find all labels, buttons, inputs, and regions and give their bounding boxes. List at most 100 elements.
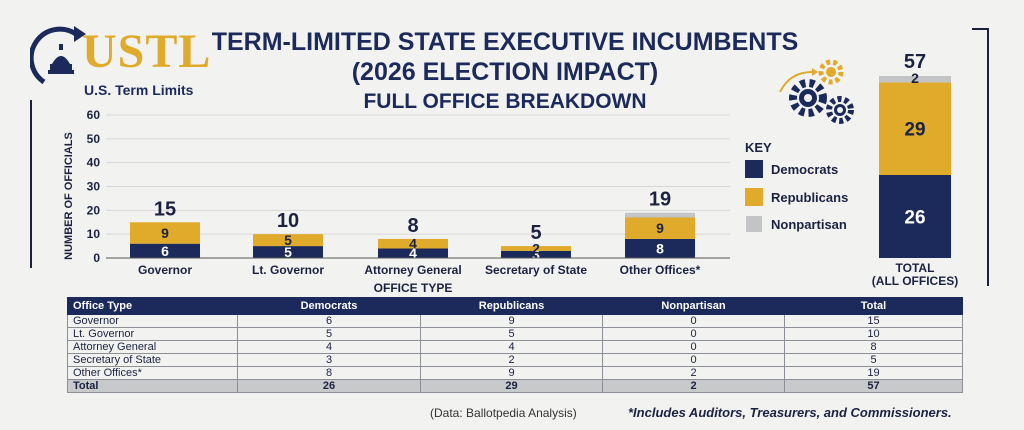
table-cell: 3 <box>237 353 421 367</box>
source-note: (Data: Ballotpedia Analysis) <box>430 406 577 420</box>
table-cell: 29 <box>420 379 603 393</box>
table-cell: Attorney General <box>67 340 238 354</box>
bar-segment-republicans <box>130 222 200 244</box>
total-bar-category-label: TOTAL <box>896 261 935 275</box>
bar-value-label: 4 <box>409 236 417 252</box>
bar-total-label: 15 <box>154 198 176 220</box>
table-cell: Other Offices* <box>67 366 238 380</box>
bar-value-label: 3 <box>532 246 540 262</box>
total-bar-value-label: 29 <box>904 120 925 141</box>
bar-segment-democrats <box>378 248 448 258</box>
bar-segment-democrats <box>501 250 571 258</box>
total-bar-total-label: 57 <box>904 51 926 73</box>
table-row: Other Offices* 8 9 2 19 <box>67 366 963 380</box>
table-cell: 10 <box>784 327 963 341</box>
x-axis-labels: Governor Lt. Governor Attorney General Secr… <box>138 263 701 277</box>
column-header: Democrats <box>237 297 421 315</box>
table-cell: 9 <box>420 314 603 328</box>
bar-total-label: 8 <box>407 215 418 237</box>
x-tick-label: Governor <box>138 263 192 277</box>
bar-value-label: 9 <box>656 220 664 236</box>
bar-value-label: 4 <box>409 245 417 261</box>
total-bar-segment-republicans <box>879 82 951 175</box>
bar-total-label: 19 <box>649 189 671 211</box>
column-header: Office Type <box>67 297 238 315</box>
footnote: *Includes Auditors, Treasurers, and Comm… <box>628 405 952 420</box>
y-axis-label: NUMBER OF OFFICIALS <box>63 132 75 260</box>
table-cell: 57 <box>784 379 963 393</box>
table-cell: Governor <box>67 314 238 328</box>
legend-swatch-republicans <box>745 188 763 206</box>
legend-item-nonpartisan: Nonpartisan <box>745 216 847 232</box>
legend-swatch-democrats <box>745 160 763 178</box>
x-tick-label: Other Offices* <box>620 263 701 277</box>
legend-item-democrats: Democrats <box>745 160 838 178</box>
table-row: Attorney General 4 4 0 8 <box>67 340 963 354</box>
total-bar-value-label: 26 <box>904 207 925 228</box>
logo-wordmark: USTL <box>82 25 212 78</box>
x-tick-label: Attorney General <box>364 263 461 277</box>
table-cell: 0 <box>602 327 785 341</box>
total-bar-segment-democrats <box>879 174 951 258</box>
frame-line-left <box>30 100 32 268</box>
table-cell: 2 <box>602 379 785 393</box>
logo-subtitle: U.S. Term Limits <box>84 82 194 98</box>
table-cell: 9 <box>420 366 603 380</box>
table-cell: 4 <box>237 340 421 354</box>
y-tick-label: 40 <box>87 156 101 170</box>
x-tick-label: Lt. Governor <box>252 263 324 277</box>
legend-item-republicans: Republicans <box>745 188 848 206</box>
table-cell: Total <box>67 379 238 393</box>
bar-segment-democrats <box>625 238 695 258</box>
column-header: Republicans <box>420 297 603 315</box>
frame-line-right-tick <box>972 28 987 30</box>
y-tick-label: 20 <box>87 203 101 217</box>
bar-segment-democrats <box>253 246 323 258</box>
table-cell: Secretary of State <box>67 353 238 367</box>
y-axis-ticks: 0 10 20 30 40 50 60 <box>87 108 101 265</box>
table-header-row: Office Type Democrats Republicans Nonpar… <box>67 297 963 315</box>
ustl-logo: USTL U.S. Term Limits <box>30 20 220 100</box>
y-tick-label: 10 <box>87 227 101 241</box>
table-cell: 15 <box>784 314 963 328</box>
bar-value-label: 5 <box>284 232 292 248</box>
total-bar-value-label: 2 <box>911 70 919 86</box>
frame-line-right-top <box>987 28 989 286</box>
bar-segment-republicans <box>501 246 571 251</box>
y-tick-label: 50 <box>87 132 101 146</box>
table-cell: 8 <box>237 366 421 380</box>
table-row: Lt. Governor 5 5 0 10 <box>67 327 963 341</box>
y-tick-label: 0 <box>93 251 100 265</box>
bar-value-label: 8 <box>656 240 664 256</box>
bar-value-label: 9 <box>161 225 169 241</box>
table-total-row: Total 26 29 2 57 <box>67 379 963 393</box>
bar-segment-republicans <box>378 238 448 249</box>
chart-gridlines <box>106 114 730 235</box>
legend-label: Republicans <box>771 189 849 205</box>
table-cell: 5 <box>420 327 603 341</box>
bar-segment-republicans <box>253 234 323 247</box>
legend-label: Nonpartisan <box>771 216 847 232</box>
y-tick-label: 30 <box>87 180 101 194</box>
total-bar: 26 29 257 TOTAL(ALL OFFICES) <box>872 51 958 288</box>
y-tick-label: 60 <box>87 108 101 122</box>
table-cell: Lt. Governor <box>67 327 238 341</box>
table-row: Secretary of State 3 2 0 5 <box>67 353 963 367</box>
legend-swatch-nonpartisan <box>746 216 762 232</box>
bar-total-label: 5 <box>530 222 541 244</box>
table-cell: 5 <box>237 327 421 341</box>
table-cell: 0 <box>602 340 785 354</box>
bar-total-label: 10 <box>277 210 299 232</box>
table-cell: 4 <box>420 340 603 354</box>
bar-segment-nonpartisan <box>625 212 695 218</box>
table-cell: 2 <box>602 366 785 380</box>
table-cell: 6 <box>237 314 421 328</box>
column-header: Nonpartisan <box>602 297 785 315</box>
x-axis-label: OFFICE TYPE <box>374 281 453 295</box>
bar-segment-democrats <box>130 243 200 258</box>
page-section-title: FULL OFFICE BREAKDOWN <box>363 90 647 113</box>
table-cell: 5 <box>784 353 963 367</box>
data-table: Office Type Democrats Republicans Nonpar… <box>67 297 963 393</box>
